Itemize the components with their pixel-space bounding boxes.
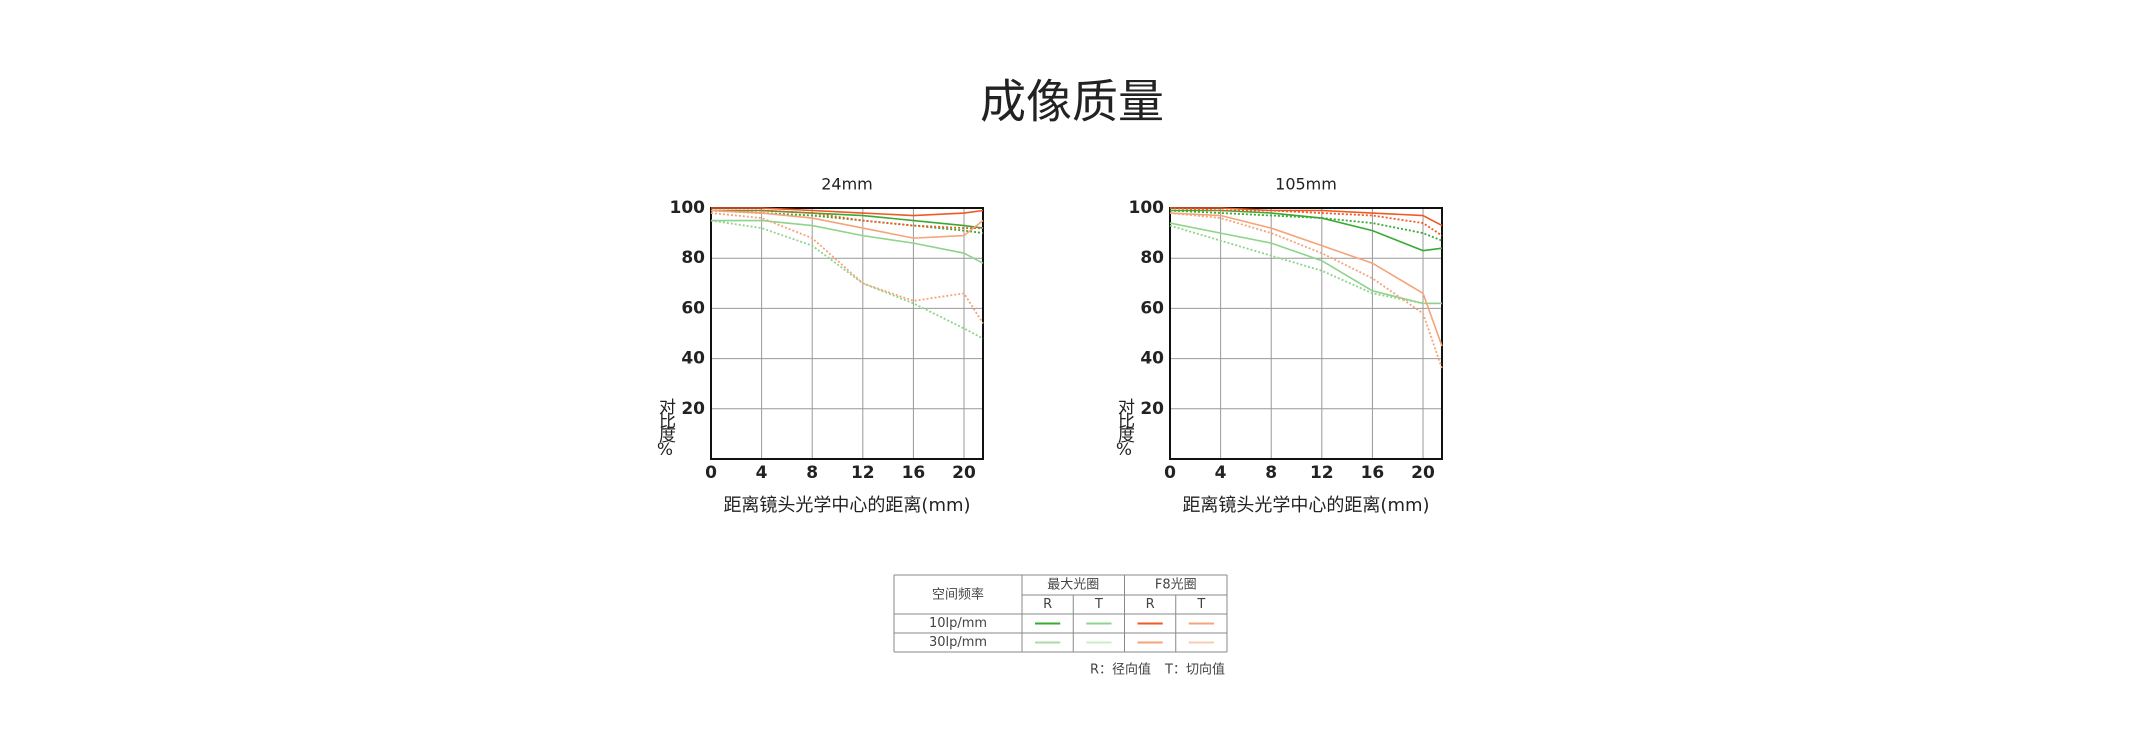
mtf-curve (1170, 207, 1443, 227)
mtf-curve (1169, 207, 1443, 237)
y-tick-label: 40 (681, 349, 705, 369)
x-axis-label: 距离镜头光学中心的距离(mm) (723, 495, 970, 516)
mtf-curve (711, 209, 984, 229)
y-tick-label: 100 (670, 198, 706, 218)
table-sub: R (1146, 597, 1155, 612)
table-group: 最大光圈 (1047, 578, 1099, 593)
y-tick-label: 100 (1129, 198, 1165, 218)
x-tick-label: 16 (902, 463, 926, 483)
mtf-curve (1169, 212, 1443, 347)
mtf-curve (710, 219, 984, 340)
x-tick-label: 0 (705, 463, 717, 483)
page-title: 成像质量 (980, 75, 1164, 129)
chart-title: 24mm (821, 175, 873, 194)
table-sub: T (1094, 597, 1103, 612)
y-tick-label: 20 (681, 399, 705, 419)
table-row-label: 10lp/mm (929, 616, 987, 631)
mtf-curve (710, 209, 984, 239)
mtf-curve (711, 209, 983, 229)
note: T：切向值 (1164, 662, 1225, 678)
chart-title: 105mm (1275, 175, 1337, 194)
mtf-curve (1169, 224, 1442, 305)
y-tick-label: 60 (681, 298, 705, 318)
table-sub: T (1196, 597, 1205, 612)
x-tick-label: 20 (952, 463, 976, 483)
plot-frame (710, 207, 984, 460)
plot-frame (1169, 207, 1443, 460)
x-tick-label: 4 (1215, 463, 1227, 483)
table-corner: 空间频率 (932, 587, 984, 603)
table-row-label: 30lp/mm (929, 635, 987, 650)
x-tick-label: 0 (1164, 463, 1176, 483)
y-tick-label: 40 (1140, 349, 1164, 369)
y-axis-label: 对比度% (1114, 398, 1135, 457)
mtf-curve (1169, 212, 1443, 369)
x-axis-label: 距离镜头光学中心的距离(mm) (1182, 495, 1429, 516)
mtf-curve (710, 212, 984, 324)
note: R：径向值 (1090, 662, 1151, 678)
mtf-curve (711, 207, 984, 217)
x-tick-label: 12 (1310, 463, 1334, 483)
y-tick-label: 60 (1140, 298, 1164, 318)
x-tick-label: 8 (1265, 463, 1277, 483)
y-tick-label: 20 (1140, 399, 1164, 419)
x-tick-label: 8 (806, 463, 818, 483)
x-tick-label: 16 (1361, 463, 1385, 483)
x-tick-label: 20 (1411, 463, 1435, 483)
x-tick-label: 12 (851, 463, 875, 483)
x-tick-label: 4 (756, 463, 768, 483)
table-group: F8光圈 (1155, 578, 1197, 593)
mtf-curve (711, 219, 984, 264)
mtf-curve (1170, 209, 1443, 252)
y-tick-label: 80 (681, 248, 705, 268)
table-sub: R (1043, 597, 1052, 612)
mtf-curve (1169, 222, 1442, 305)
y-tick-label: 80 (1140, 248, 1164, 268)
y-axis-label: 对比度% (655, 398, 676, 457)
